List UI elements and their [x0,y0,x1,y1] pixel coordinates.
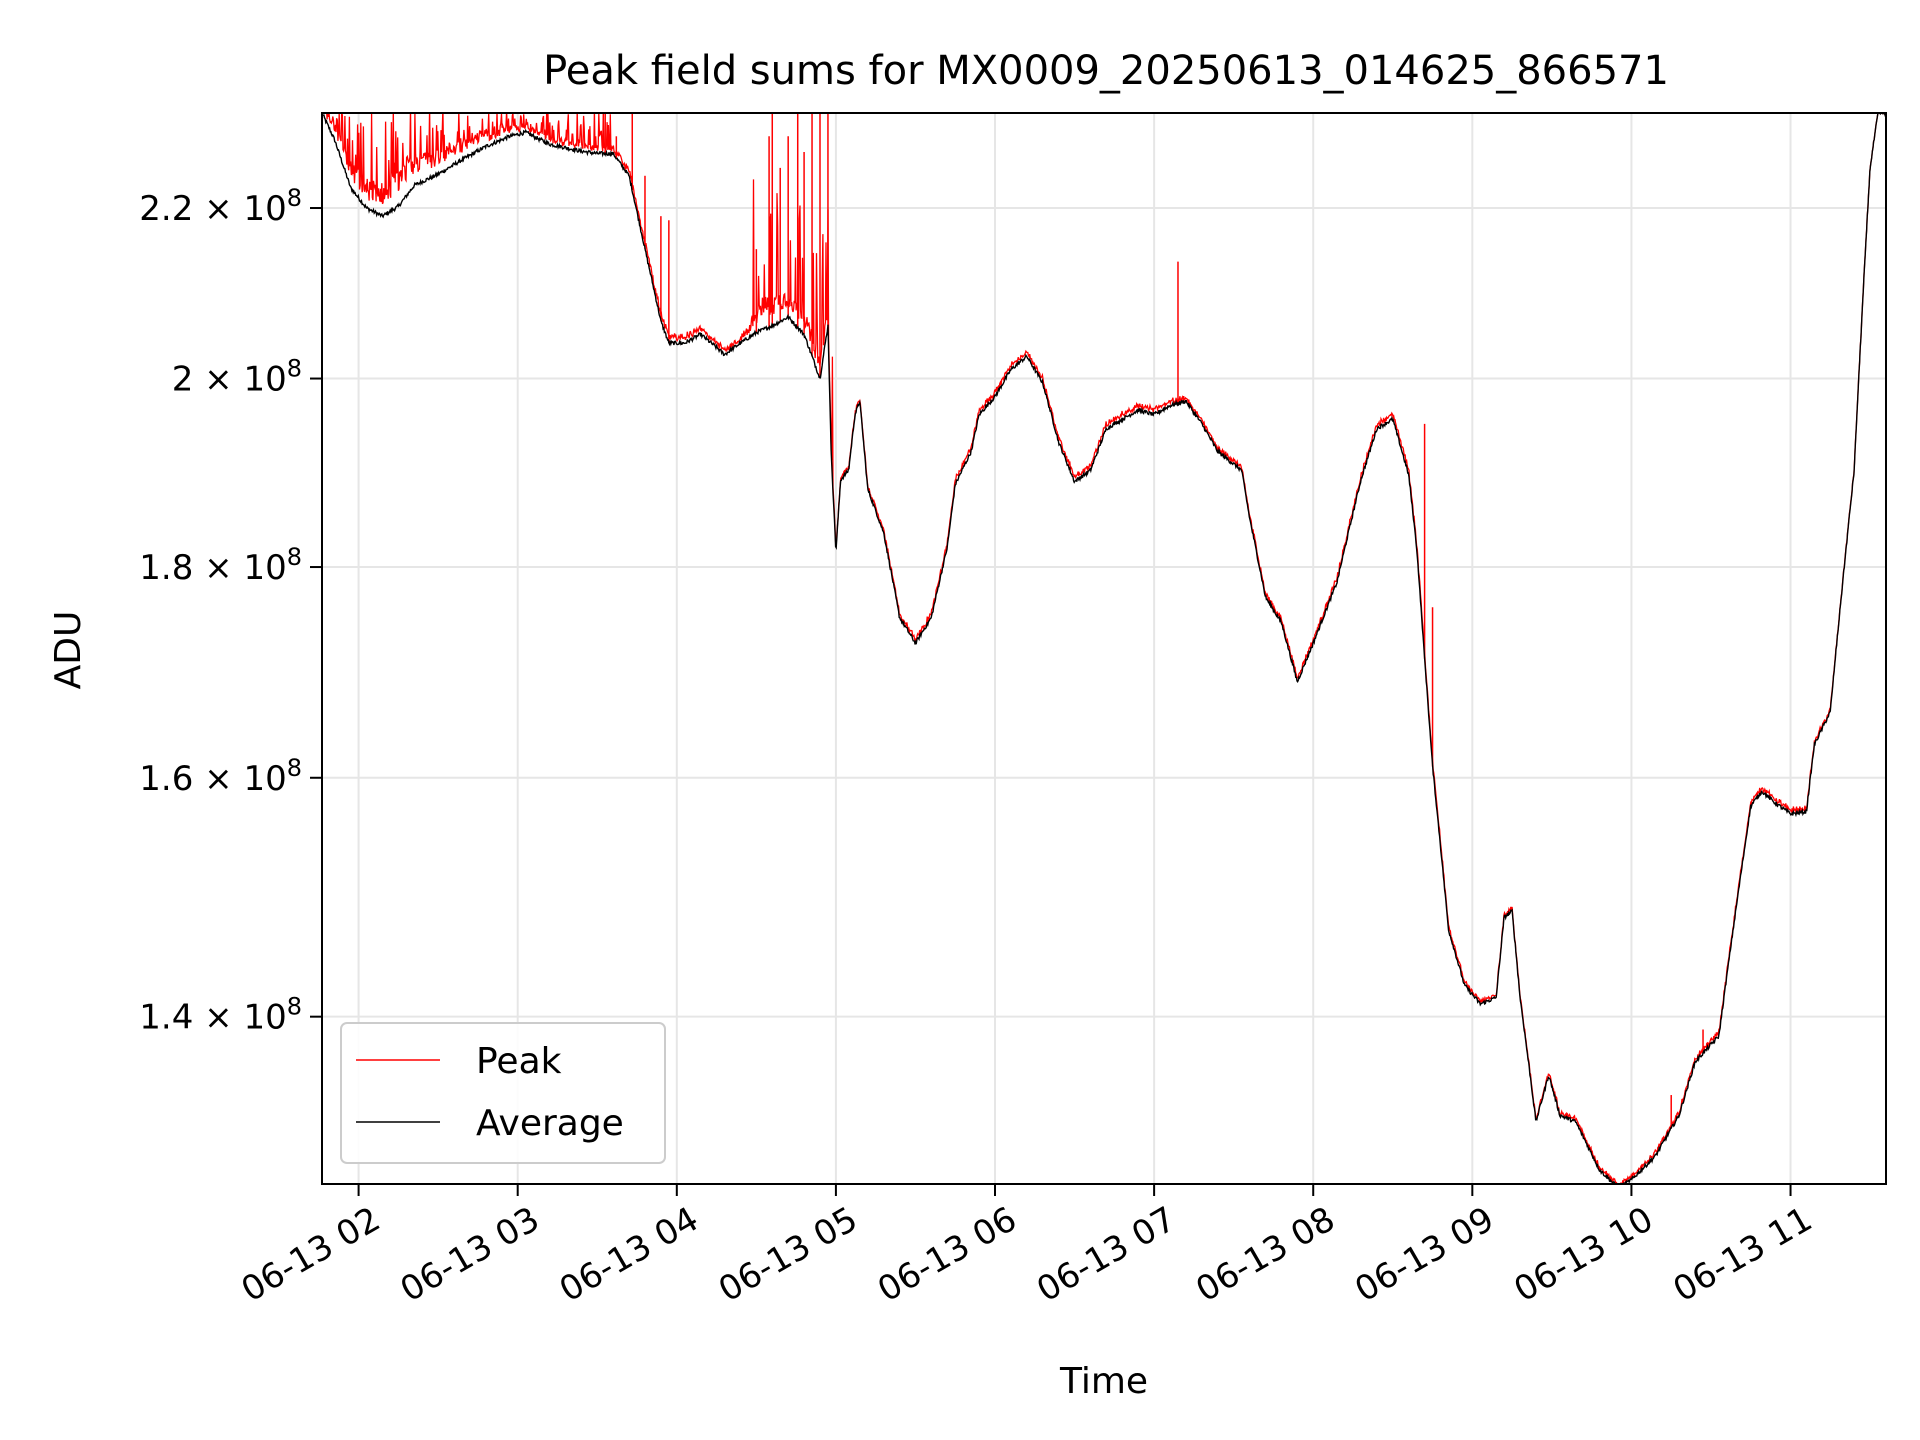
x-axis-label: Time [1059,1361,1148,1402]
y-tick-label: 2.2 × 108 [139,184,302,229]
chart-title: Peak field sums for MX0009_20250613_0146… [543,48,1669,94]
legend-average-label: Average [476,1103,624,1144]
y-tick-label: 1.6 × 108 [139,754,302,799]
y-axis-label: ADU [48,611,89,690]
plot-frame [321,112,1887,1185]
legend-box [340,1022,666,1164]
y-tick-label: 1.8 × 108 [139,543,302,588]
y-tick-label: 2 × 108 [172,355,302,400]
legend: Peak Average [340,1022,666,1164]
legend-peak-label: Peak [476,1041,562,1082]
gridlines [322,113,1886,1184]
y-axis: 1.4 × 108 1.6 × 108 1.8 × 108 2 × 108 2.2 × … [139,184,322,1038]
peak-series-line [326,113,1886,1184]
y-tick-label: 1.4 × 108 [139,993,302,1038]
